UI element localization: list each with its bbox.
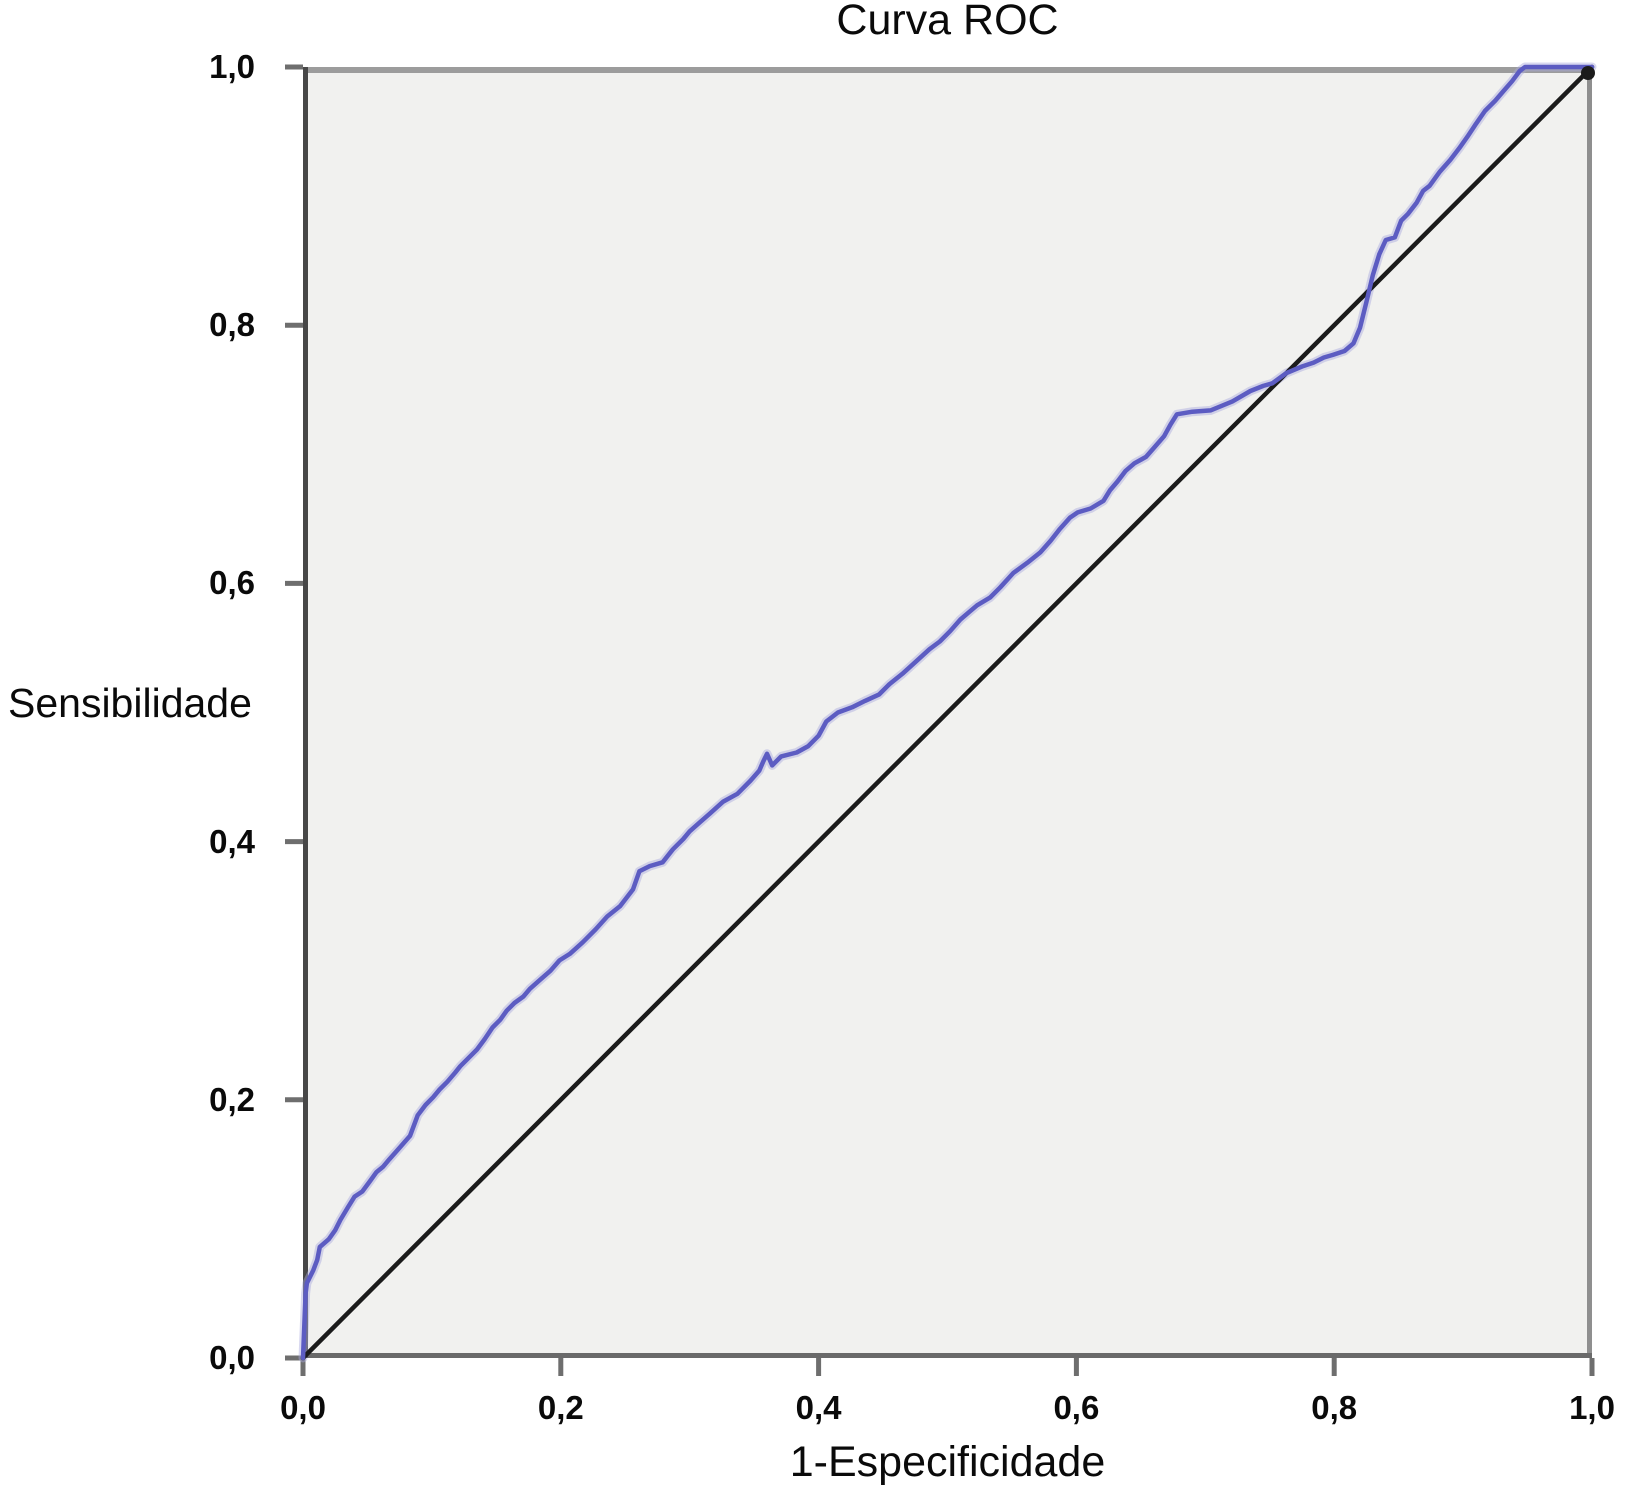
x-tick-label: 0,6 bbox=[1053, 1389, 1100, 1426]
chart-title: Curva ROC bbox=[836, 0, 1059, 44]
y-tick-label: 0,2 bbox=[209, 1080, 255, 1118]
plot-area bbox=[285, 62, 1597, 1376]
y-tick-label: 1,0 bbox=[209, 48, 255, 85]
axis-tick-marks bbox=[285, 64, 1595, 1376]
x-tick-label: 0,2 bbox=[537, 1389, 584, 1426]
diagonal-endpoint-dot bbox=[1581, 66, 1595, 80]
y-axis-label: Sensibilidade bbox=[8, 680, 252, 726]
y-tick-label: 0,4 bbox=[209, 822, 255, 860]
roc-curve bbox=[300, 64, 1595, 1361]
x-tick-label: 0,0 bbox=[280, 1389, 326, 1426]
reference-diagonal-line bbox=[300, 64, 1595, 1361]
x-tick-label: 1,0 bbox=[1569, 1389, 1615, 1426]
roc-plot-svg bbox=[285, 62, 1597, 1376]
x-tick-label: 0,8 bbox=[1311, 1389, 1358, 1426]
y-tick-label: 0,0 bbox=[209, 1339, 255, 1376]
x-tick-label: 0,4 bbox=[795, 1389, 842, 1426]
y-tick-label: 0,8 bbox=[209, 306, 255, 344]
x-axis-label: 1-Especificidade bbox=[789, 1438, 1106, 1486]
y-tick-label: 0,6 bbox=[209, 564, 255, 602]
